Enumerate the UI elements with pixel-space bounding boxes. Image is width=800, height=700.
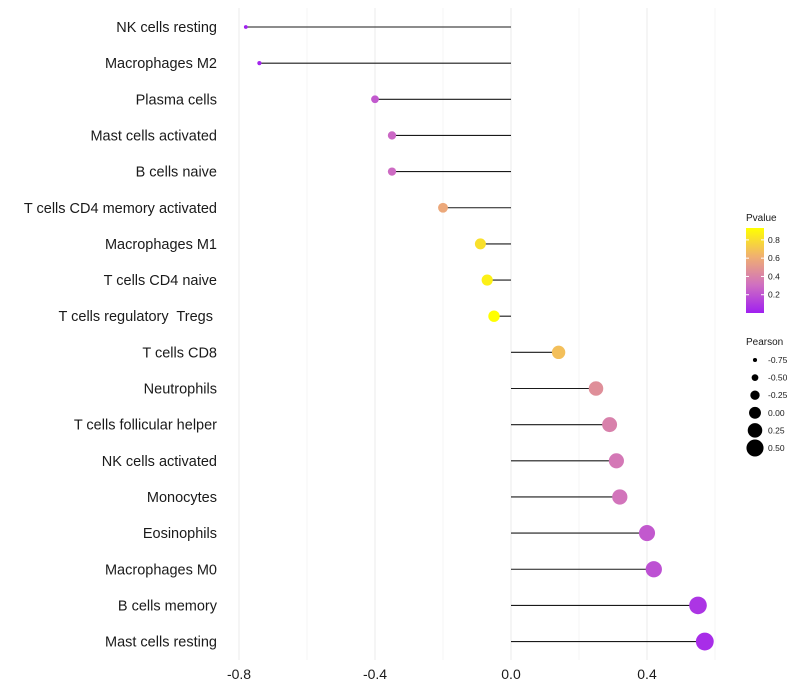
pvalue-legend-label: 0.4 [768,271,780,281]
dot-5 [438,202,448,213]
pearson-legend-dot [751,374,759,381]
pearson-legend: Pearson -0.75 -0.50 -0.25 0.00 0.25 0.50 [746,337,788,457]
pearson-legend-label: -0.50 [768,373,788,383]
dot-13 [612,489,628,505]
x-tick-label: 0.4 [637,666,657,682]
dot-14 [638,525,656,542]
x-axis-ticks: -0.8 -0.4 0.0 0.4 [227,666,657,682]
pearson-legend-dot [750,390,760,400]
category-labels: NK cells resting Macrophages M2 Plasma cel… [24,20,218,651]
dot-2 [371,95,379,104]
category-label: T cells CD4 memory activated [24,201,217,217]
category-label: Mast cells resting [105,635,217,651]
pearson-legend-label: 0.00 [768,408,785,418]
pvalue-colorbar [746,228,764,313]
lollipop-dots [243,25,714,651]
dot-9 [551,345,566,360]
pvalue-legend-title: Pvalue [746,213,777,224]
pvalue-legend-label: 0.8 [768,235,780,245]
dot-17 [695,632,714,651]
category-label: T cells regulatory Tregs [59,309,218,325]
dot-11 [602,417,618,433]
pearson-legend-dot [747,423,763,438]
dot-8 [488,310,500,322]
dot-4 [387,167,397,176]
category-label: Eosinophils [143,526,217,542]
pearson-legend-dot [749,406,761,419]
pearson-legend-label: -0.75 [768,355,788,365]
grid-lines [238,8,716,660]
category-label: Mast cells activated [90,128,217,144]
dot-6 [474,238,486,250]
pearson-legend-label: -0.25 [768,390,788,400]
category-label: T cells follicular helper [74,418,217,434]
category-label: T cells CD4 naive [104,273,217,289]
x-tick-label: -0.8 [227,666,251,682]
pearson-legend-label: 0.25 [768,425,785,435]
category-label: Neutrophils [144,382,217,398]
pearson-legend-label: 0.50 [768,443,785,453]
category-label: B cells naive [136,165,217,181]
dot-7 [481,274,493,286]
category-label: Monocytes [147,490,217,506]
dot-1 [257,61,262,66]
x-tick-label: 0.0 [501,666,521,682]
pvalue-legend-label: 0.6 [768,253,780,263]
dot-15 [645,561,662,578]
dot-0 [243,25,248,29]
x-tick-label: -0.4 [363,666,387,682]
category-label: Plasma cells [136,92,217,108]
category-label: Macrophages M0 [105,562,217,578]
category-label: Macrophages M1 [105,237,217,253]
dot-3 [387,131,397,140]
category-label: B cells memory [118,598,218,614]
dot-10 [588,381,604,396]
category-label: NK cells resting [116,20,217,36]
dot-12 [608,453,624,469]
category-label: NK cells activated [102,454,217,470]
pvalue-legend: Pvalue 0.2 0.4 0.6 0.8 [746,213,780,313]
pearson-legend-title: Pearson [746,337,783,348]
pearson-legend-dot [752,357,758,363]
pvalue-legend-label: 0.2 [768,290,780,300]
dot-16 [689,596,707,615]
pearson-legend-dot [746,439,764,457]
category-label: T cells CD8 [142,345,217,361]
lollipop-stems [245,26,705,643]
category-label: Macrophages M2 [105,56,217,72]
